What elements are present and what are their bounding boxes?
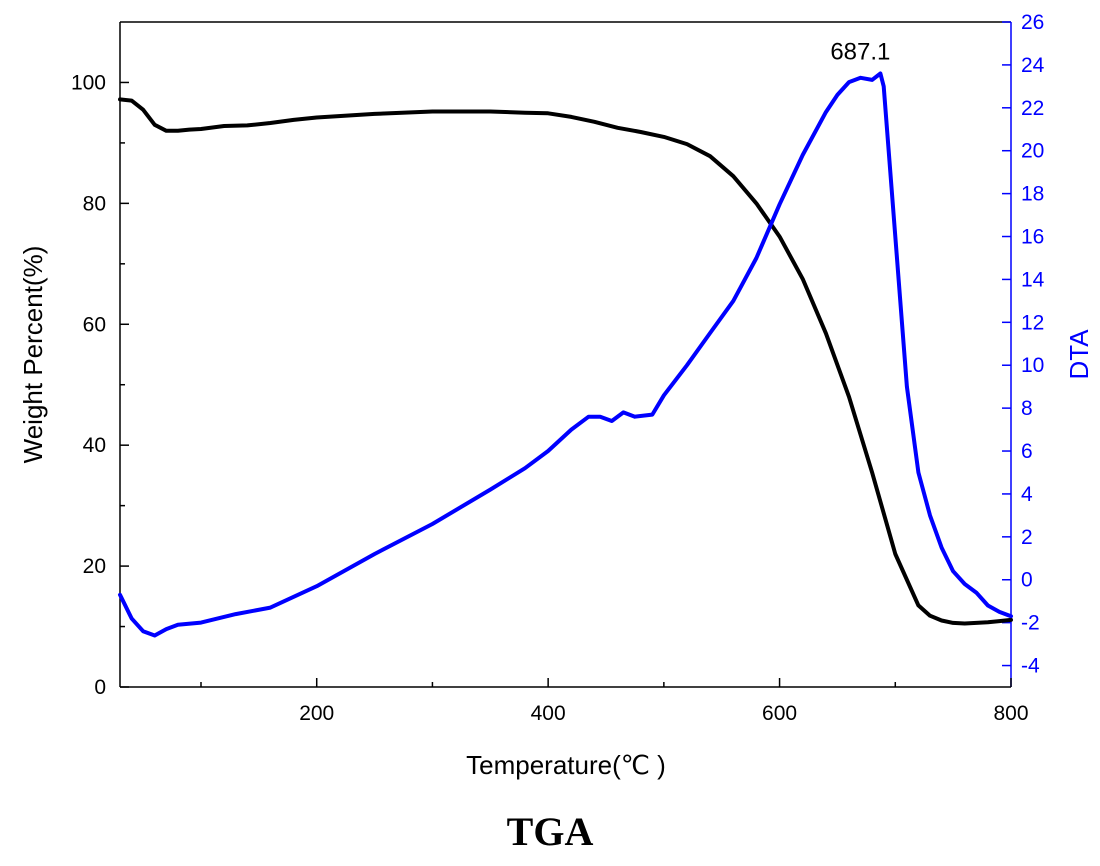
figure-caption: TGA xyxy=(506,809,594,854)
y-right-tick-label: 16 xyxy=(1021,226,1044,249)
y-left-tick-label: 20 xyxy=(83,555,106,578)
x-tick-label: 800 xyxy=(993,702,1028,725)
y-left-tick-label: 80 xyxy=(83,192,106,215)
weight-percent-line xyxy=(118,97,1013,626)
y-axis-right-label: DTA xyxy=(1064,329,1094,380)
y-right-tick-label: 6 xyxy=(1021,440,1033,463)
y-right-tick-label: 10 xyxy=(1021,354,1044,377)
y-right-tick-label: -2 xyxy=(1021,612,1040,635)
y-right-tick-label: 12 xyxy=(1021,311,1044,334)
dta-line xyxy=(118,71,1013,638)
y-axis-left-label: Weight Percent(%) xyxy=(18,246,48,464)
y-right-tick-label: 0 xyxy=(1021,569,1033,592)
y-right-tick-label: 20 xyxy=(1021,140,1044,163)
y-right-tick-label: -4 xyxy=(1021,655,1040,678)
peak-annotation: 687.1 xyxy=(830,38,890,65)
y-left-tick-label: 60 xyxy=(83,313,106,336)
x-tick-label: 600 xyxy=(762,702,797,725)
x-axis-label: Temperature(℃ ) xyxy=(466,750,666,780)
y-right-tick-label: 14 xyxy=(1021,268,1045,291)
y-left-tick-label: 100 xyxy=(71,71,106,94)
y-right-tick-label: 24 xyxy=(1021,54,1045,77)
y-right-tick-label: 22 xyxy=(1021,97,1044,120)
y-right-tick-label: 4 xyxy=(1021,483,1033,506)
y-left-tick-label: 40 xyxy=(83,434,106,457)
y-right-tick-label: 18 xyxy=(1021,183,1044,206)
y-right-tick-label: 2 xyxy=(1021,526,1033,549)
x-tick-label: 200 xyxy=(299,702,334,725)
y-right-tick-label: 8 xyxy=(1021,397,1033,420)
y-left-tick-label: 0 xyxy=(94,676,106,699)
x-tick-label: 400 xyxy=(531,702,566,725)
y-right-tick-label: 26 xyxy=(1021,11,1044,34)
